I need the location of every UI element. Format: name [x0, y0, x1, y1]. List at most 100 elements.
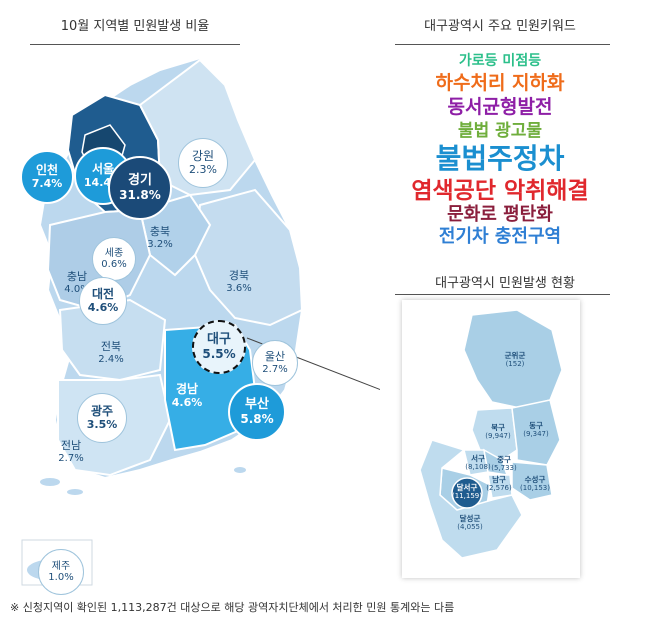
- suseonggu-shape: [511, 461, 553, 501]
- jeonbuk-shape: [58, 298, 167, 382]
- district-value: (4,055): [457, 522, 483, 531]
- keyword-1: 가로등 미점등: [458, 53, 542, 69]
- daegu-title: 대구광역시 민원발생 현황: [435, 276, 575, 291]
- region-sejong: 세종 0.6%: [92, 237, 136, 281]
- district-value: (152): [505, 359, 525, 368]
- region-name: 전북: [100, 339, 122, 353]
- district-value: (9,947): [485, 431, 511, 440]
- district-namgu: 남구 (2,576): [481, 475, 517, 492]
- region-value: 3.6%: [226, 282, 252, 294]
- keyword-2: 하수처리 지하화: [435, 72, 565, 94]
- keywords-title-underline: [395, 44, 610, 45]
- region-value: 1.0%: [48, 572, 74, 583]
- region-busan: 부산 5.8%: [228, 383, 286, 441]
- region-name: 경기: [128, 172, 152, 188]
- region-name: 충남: [66, 269, 88, 283]
- region-value: 0.6%: [101, 259, 127, 270]
- district-value: (2,576): [486, 483, 512, 492]
- dalseogu-highlight-circle: [451, 477, 483, 509]
- region-jeonbuk: 전북 2.4%: [88, 330, 134, 376]
- district-seogu: 서구 (8,108): [462, 454, 494, 471]
- region-incheon: 인천 7.4%: [20, 150, 74, 204]
- region-value: 4.0%: [64, 283, 90, 295]
- dalseonggun-shape: [419, 439, 523, 559]
- gyeongbuk-shape: [193, 188, 304, 327]
- region-name: 경남: [175, 381, 199, 396]
- region-name: 대구: [207, 331, 231, 347]
- region-jeju: 제주 1.0%: [38, 549, 84, 595]
- daegu-district-map: [419, 309, 563, 559]
- region-value: 31.8%: [119, 187, 161, 202]
- footnote: ※ 신청지역이 확인된 1,113,287건 대상으로 해당 광역자치단체에서 …: [10, 601, 455, 614]
- region-value: 5.5%: [202, 346, 236, 361]
- district-name: 서구: [471, 454, 485, 463]
- region-name: 대전: [91, 286, 115, 301]
- region-value: 2.7%: [262, 363, 288, 375]
- keyword-6: 염색공단 악취해결: [411, 178, 589, 204]
- region-name: 부산: [245, 396, 269, 412]
- region-value: 5.8%: [240, 411, 274, 426]
- korea-map: [21, 56, 380, 586]
- region-name: 울산: [264, 349, 286, 363]
- district-donggu: 동구 (9,347): [516, 421, 556, 438]
- region-value: 2.4%: [98, 353, 124, 365]
- district-name: 남구: [492, 475, 506, 484]
- region-value: 2.3%: [189, 162, 217, 176]
- region-value: 3.2%: [147, 238, 173, 250]
- region-chungbuk: 충북 3.2%: [138, 216, 182, 260]
- region-value: 4.6%: [171, 395, 203, 409]
- region-value: 4.6%: [87, 300, 119, 314]
- district-junggu: 중구 (5,733): [487, 455, 521, 472]
- region-jeonnam: 전남 2.7%: [47, 428, 95, 476]
- district-gunwi: 군위군 (152): [495, 351, 535, 368]
- region-name: 경북: [228, 268, 250, 282]
- district-value: (5,733): [491, 463, 517, 472]
- district-name: 동구: [529, 421, 543, 430]
- district-suseonggu: 수성구 (10,153): [515, 475, 555, 492]
- region-daegu: 대구 5.5%: [192, 320, 246, 374]
- keyword-8: 전기차 충전구역: [438, 226, 562, 247]
- region-name: 인천: [35, 162, 59, 177]
- district-dalseonggun: 달성군 (4,055): [450, 514, 490, 531]
- district-name: 북구: [491, 423, 505, 432]
- region-name: 세종: [104, 247, 124, 259]
- region-name: 광주: [90, 403, 114, 418]
- district-name: 달성군: [459, 514, 481, 523]
- district-value: (9,347): [523, 429, 549, 438]
- region-name: 충북: [149, 224, 171, 238]
- district-name: 달서구: [456, 483, 478, 492]
- district-name: 수성구: [524, 475, 546, 484]
- region-name: 서울: [91, 161, 115, 176]
- island: [234, 467, 246, 473]
- district-bukgu: 북구 (9,947): [478, 423, 518, 440]
- region-value: 7.4%: [31, 176, 63, 190]
- region-gyeongnam: 경남 4.6%: [163, 372, 211, 420]
- district-name: 군위군: [504, 351, 526, 360]
- keywords-title: 대구광역시 주요 민원키워드: [424, 19, 576, 34]
- region-chungnam: 충남 4.0%: [54, 260, 100, 306]
- district-value: (10,153): [520, 483, 550, 492]
- region-gwangju: 광주 3.5%: [77, 393, 127, 443]
- region-gyeongbuk: 경북 3.6%: [215, 258, 263, 306]
- region-gyeonggi: 경기 31.8%: [108, 156, 172, 220]
- district-dalseogu: 달서구 (11,159): [447, 483, 487, 500]
- region-value: 3.5%: [86, 417, 118, 431]
- left-title-underline: [30, 44, 240, 45]
- region-daejeon: 대전 4.6%: [79, 277, 127, 325]
- island: [67, 489, 83, 495]
- district-value: (8,108): [465, 462, 491, 471]
- region-value: 2.7%: [58, 452, 84, 464]
- region-ulsan: 울산 2.7%: [252, 340, 298, 386]
- keyword-4: 불법 광고물: [457, 121, 543, 141]
- keyword-3: 동서균형발전: [447, 96, 553, 118]
- keyword-5: 불법주정차: [435, 142, 565, 175]
- region-name: 제주: [51, 560, 71, 572]
- left-title: 10월 지역별 민원발생 비율: [60, 19, 210, 34]
- keyword-7: 문화로 평탄화: [447, 204, 553, 225]
- region-name: 전남: [60, 438, 82, 452]
- district-name: 중구: [497, 455, 511, 464]
- daegu-title-underline: [395, 294, 610, 295]
- region-gangwon: 강원 2.3%: [178, 138, 228, 188]
- district-value: (11,159): [452, 491, 482, 500]
- region-name: 강원: [191, 148, 215, 163]
